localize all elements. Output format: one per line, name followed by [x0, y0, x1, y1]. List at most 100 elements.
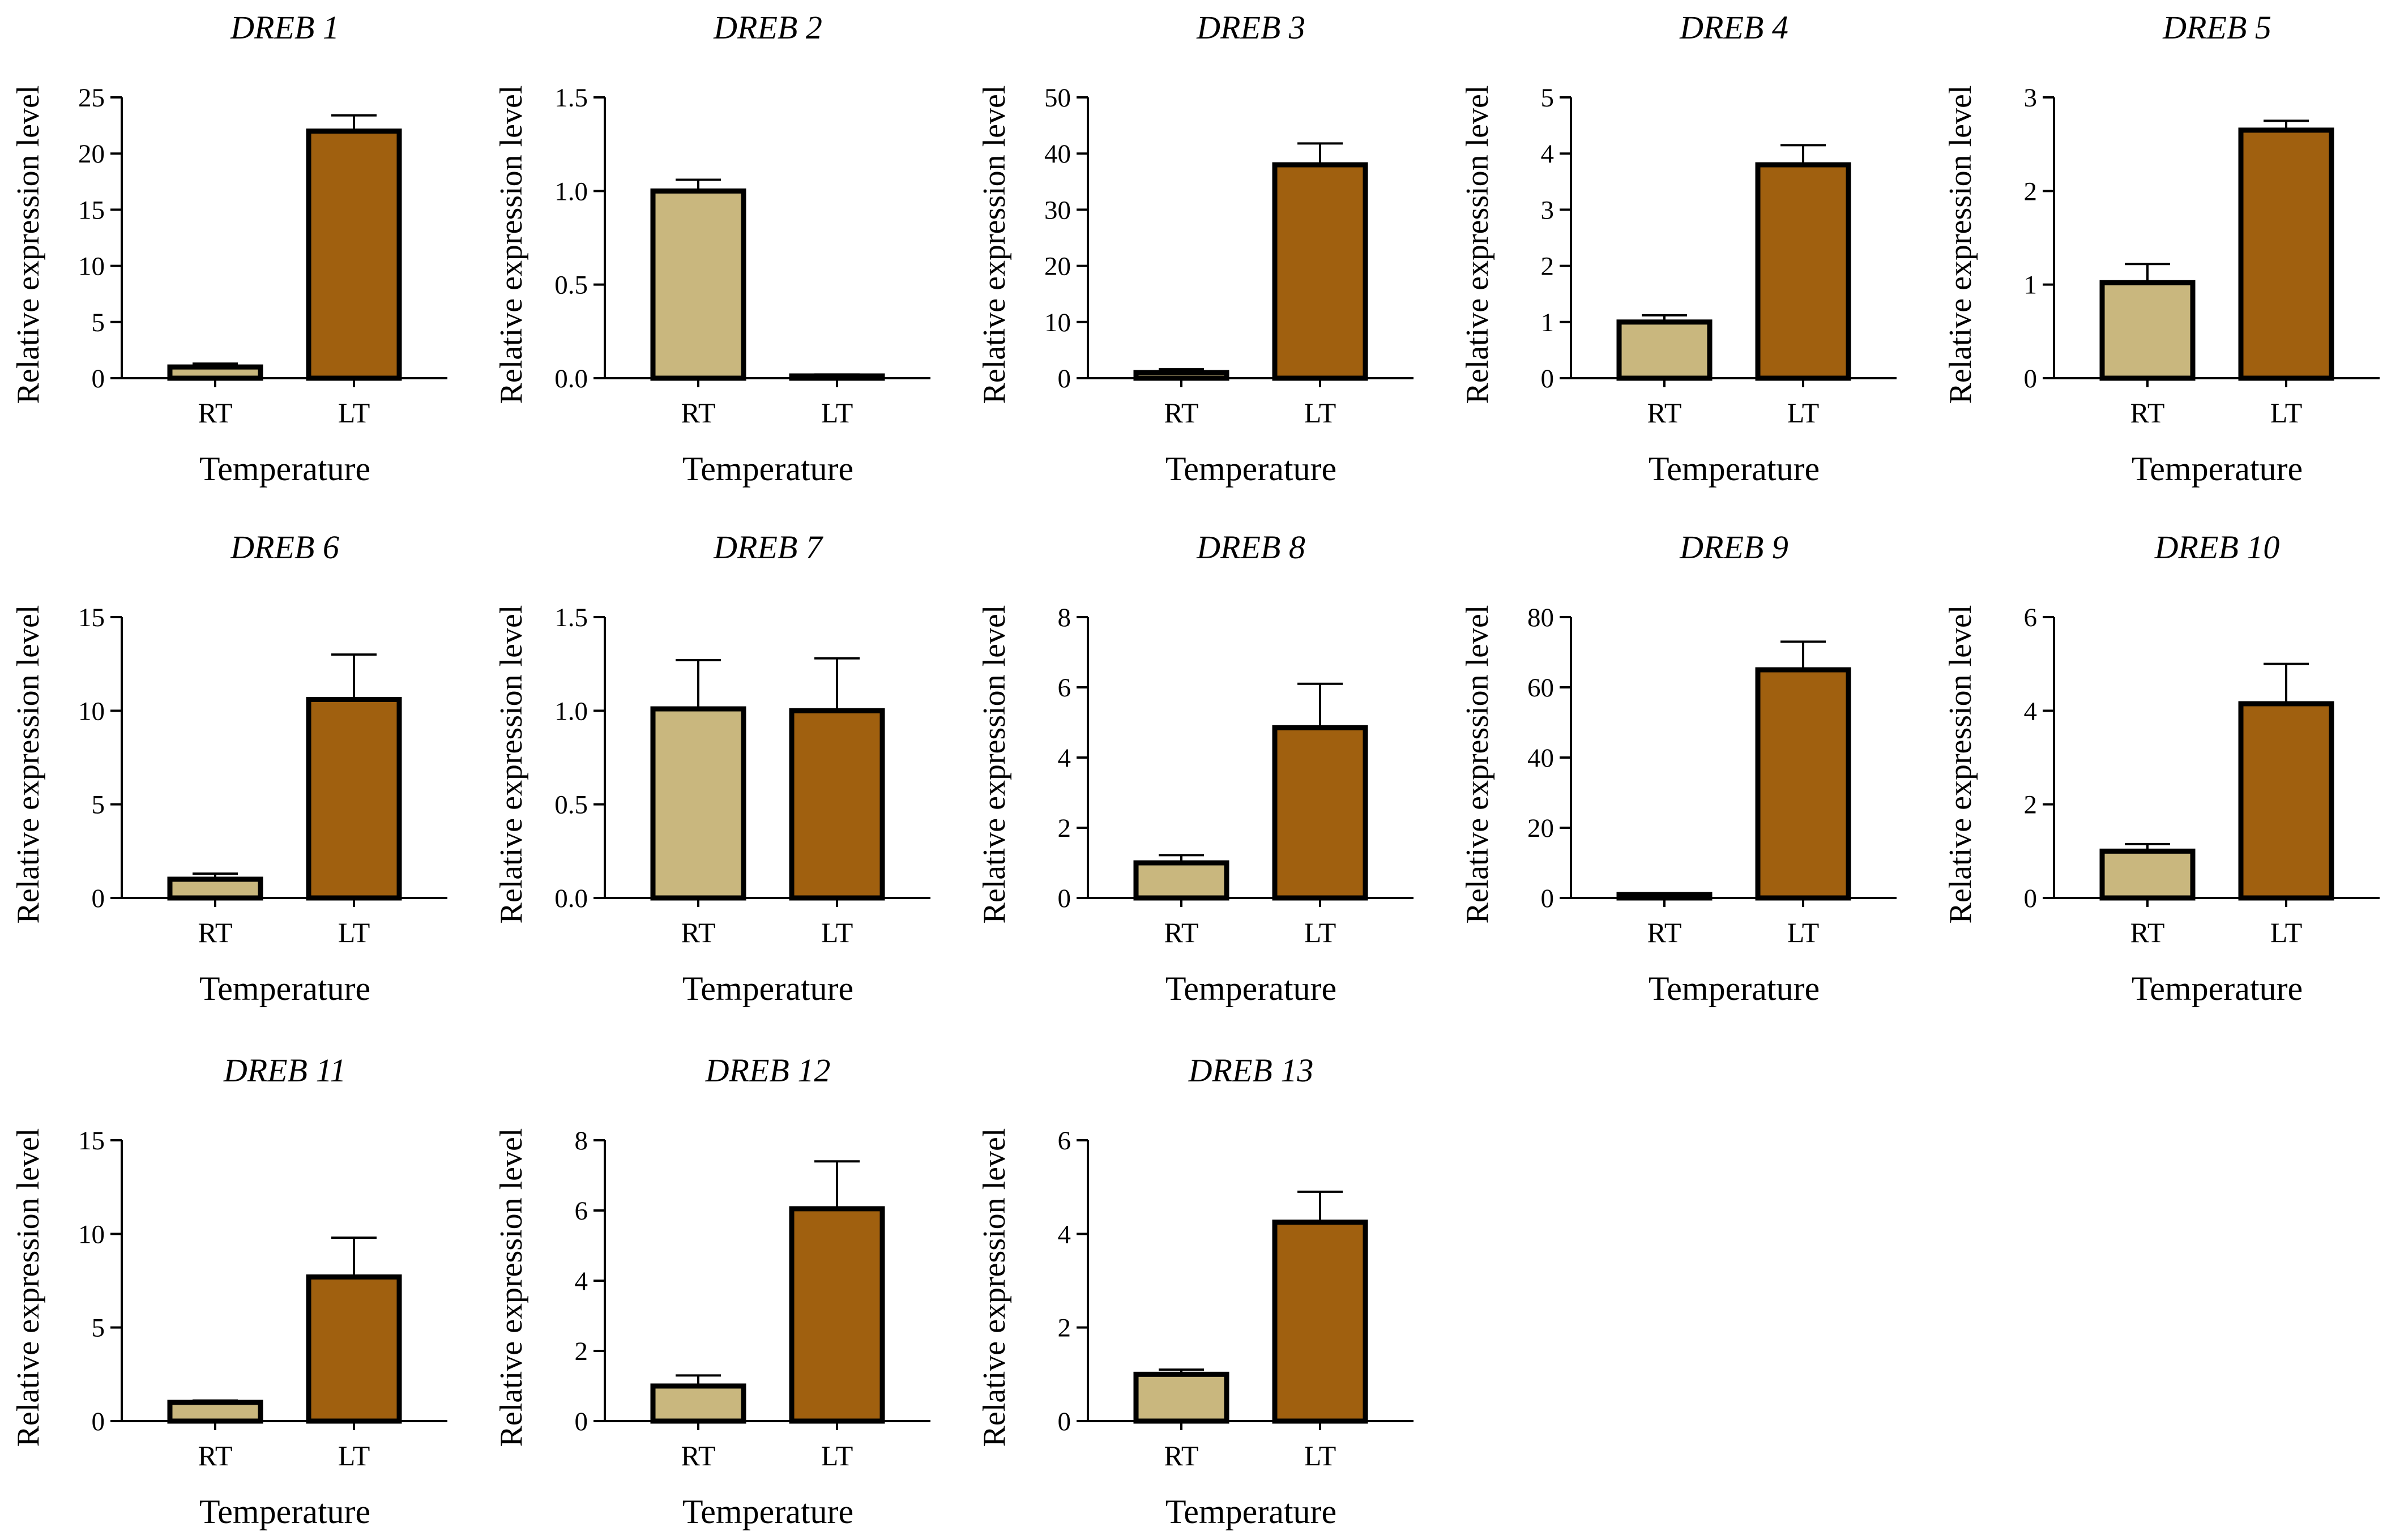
bar-rt: [167, 876, 263, 901]
chart-title: DREB 5: [2162, 9, 2271, 46]
y-axis-title: Relative expression level: [11, 605, 46, 924]
x-tick-label-lt: LT: [1304, 397, 1336, 429]
x-tick-label-lt: LT: [338, 917, 370, 948]
x-tick-label-lt: LT: [2270, 917, 2303, 948]
x-axis-title: Temperature: [1165, 1493, 1336, 1530]
x-tick-label-rt: RT: [1164, 917, 1199, 948]
bar-lt: [2238, 701, 2334, 901]
y-tick-label: 10: [78, 1220, 105, 1249]
y-tick-label: 0: [2024, 364, 2038, 393]
y-tick-label: 4: [1541, 139, 1555, 169]
x-axis-title: Temperature: [199, 970, 370, 1007]
y-tick-label: 4: [1058, 1220, 1071, 1249]
y-axis-title: Relative expression level: [494, 1128, 529, 1447]
x-tick-label-lt: LT: [1787, 917, 1820, 948]
y-tick-label: 40: [1044, 139, 1071, 169]
x-tick-label-rt: RT: [2130, 917, 2165, 948]
chart-panel-5: DREB 5 0 1 2 3 RT LT Temperature Relative expres…: [1943, 9, 2380, 487]
x-axis-title: Temperature: [1649, 970, 1820, 1007]
x-tick-label-rt: RT: [681, 917, 716, 948]
y-tick-label: 5: [92, 308, 105, 337]
y-tick-label: 0: [92, 884, 105, 913]
x-tick-label-rt: RT: [681, 397, 716, 429]
chart-title: DREB 11: [223, 1052, 346, 1089]
bar-rt: [1133, 370, 1229, 381]
y-tick-label: 0: [1058, 884, 1071, 913]
y-tick-label: 2: [2024, 790, 2038, 820]
y-axis-title: Relative expression level: [11, 85, 46, 404]
y-tick-label: 0: [575, 1407, 588, 1436]
y-tick-label: 10: [78, 696, 105, 726]
x-axis-title: Temperature: [2132, 970, 2303, 1007]
x-tick-label-lt: LT: [338, 397, 370, 429]
chart-panel-9: DREB 9 0 20 40 60 80 RT LT Temperature Relative e…: [1460, 529, 1897, 1007]
y-axis-title: Relative expression level: [977, 1128, 1012, 1447]
y-tick-label: 0.0: [554, 884, 588, 913]
y-tick-label: 0: [1058, 364, 1071, 393]
y-axis-title: Relative expression level: [1943, 85, 1978, 404]
chart-panel-11: DREB 11 0 5 10 15 RT LT Temperature Relative exp…: [11, 1052, 447, 1530]
y-tick-label: 2: [1058, 814, 1071, 843]
x-tick-label-lt: LT: [338, 1440, 370, 1471]
y-tick-label: 0: [1541, 884, 1555, 913]
y-tick-label: 0: [2024, 884, 2038, 913]
y-tick-label: 50: [1044, 83, 1071, 113]
x-tick-label-rt: RT: [198, 917, 233, 948]
x-tick-label-rt: RT: [198, 1440, 233, 1471]
x-axis-title: Temperature: [199, 450, 370, 487]
chart-title: DREB 10: [2154, 529, 2280, 566]
bar-lt: [1272, 162, 1368, 381]
x-tick-label-rt: RT: [1647, 397, 1682, 429]
x-tick-label-rt: RT: [681, 1440, 716, 1471]
chart-title: DREB 4: [1679, 9, 1788, 46]
y-tick-label: 15: [78, 603, 105, 632]
x-tick-label-rt: RT: [1647, 917, 1682, 948]
y-tick-label: 6: [1058, 673, 1071, 703]
x-axis-title: Temperature: [1165, 450, 1336, 487]
chart-title: DREB 13: [1188, 1052, 1314, 1089]
x-tick-label-lt: LT: [2270, 397, 2303, 429]
chart-panel-10: DREB 10 0 2 4 6 RT LT Temperature Relative expre…: [1943, 529, 2380, 1007]
chart-title: DREB 2: [713, 9, 822, 46]
chart-panel-4: DREB 4 0 1 2 3 4 5 RT LT Temperature Relative expr…: [1460, 9, 1897, 487]
chart-title: DREB 9: [1679, 529, 1788, 566]
y-tick-label: 5: [92, 790, 105, 820]
bar-lt: [789, 373, 885, 381]
y-tick-label: 2: [2024, 177, 2038, 206]
y-tick-label: 5: [92, 1314, 105, 1343]
y-tick-label: 4: [575, 1267, 588, 1296]
bar-rt: [1133, 1371, 1229, 1424]
y-tick-label: 1: [1541, 308, 1555, 337]
chart-panel-8: DREB 8 0 2 4 6 8 RT LT Temperature Relative expre…: [977, 529, 1414, 1007]
y-tick-label: 1.5: [554, 83, 588, 113]
y-axis-title: Relative expression level: [1460, 85, 1495, 404]
x-axis-title: Temperature: [682, 970, 853, 1007]
y-tick-label: 0.5: [554, 790, 588, 820]
y-tick-label: 1.5: [554, 603, 588, 632]
bar-rt: [1133, 860, 1229, 901]
bar-rt: [1616, 319, 1713, 381]
y-tick-label: 3: [2024, 83, 2038, 113]
y-tick-label: 10: [1044, 308, 1071, 337]
y-tick-label: 25: [78, 83, 105, 113]
y-tick-label: 0: [92, 364, 105, 393]
chart-panel-7: DREB 7 0.0 0.5 1.0 1.5 RT LT Temperature Relativ…: [494, 529, 930, 1007]
x-tick-label-rt: RT: [1164, 397, 1199, 429]
y-tick-label: 2: [1058, 1314, 1071, 1343]
bar-lt: [1755, 162, 1851, 381]
x-axis-title: Temperature: [199, 1493, 370, 1530]
x-tick-label-lt: LT: [1304, 917, 1336, 948]
y-tick-label: 20: [78, 139, 105, 169]
chart-title: DREB 1: [230, 9, 339, 46]
x-axis-title: Temperature: [1649, 450, 1820, 487]
y-tick-label: 8: [1058, 603, 1071, 632]
x-tick-label-rt: RT: [198, 397, 233, 429]
x-tick-label-lt: LT: [821, 917, 853, 948]
y-tick-label: 0: [1058, 1407, 1071, 1436]
chart-panel-12: DREB 12 0 2 4 6 8 RT LT Temperature Relative expr…: [494, 1052, 930, 1530]
x-axis-title: Temperature: [2132, 450, 2303, 487]
y-tick-label: 2: [575, 1337, 588, 1366]
chart-title: DREB 6: [230, 529, 339, 566]
y-axis-title: Relative expression level: [977, 85, 1012, 404]
